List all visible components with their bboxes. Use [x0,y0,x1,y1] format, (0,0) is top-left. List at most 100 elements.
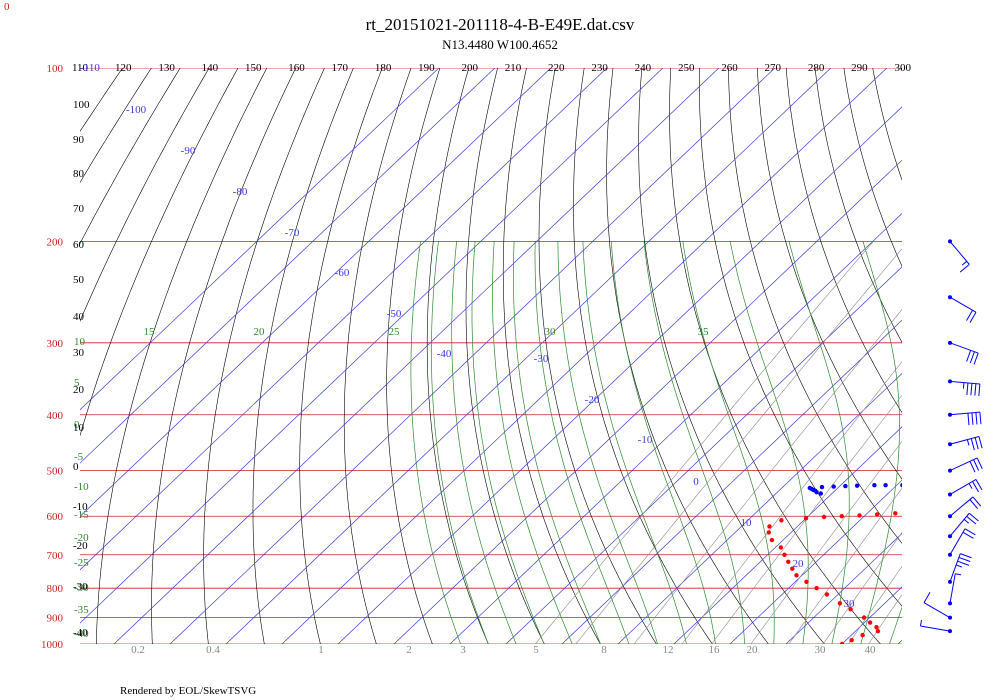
wind-barb-staff [920,625,951,632]
dry-adiabat-left-label: -10 [73,501,88,513]
pressure-tick-label: 100 [47,63,64,75]
isotherm-line [617,373,902,644]
temperature-point [875,629,881,634]
wind-barb-flag [962,531,974,539]
dry-adiabat-line [872,68,902,181]
moist-adiabat-line [729,241,809,644]
temperature-point [987,501,991,505]
pressure-tick-label: 600 [47,511,64,523]
wind-barb [948,479,983,497]
theta-tick-label: 240 [635,62,652,74]
dry-adiabat-left-label: 40 [73,311,85,323]
mixing-ratio-line [848,566,902,644]
moist-adiabat-label: 15 [144,326,156,338]
mixing-ratio-line [788,487,902,644]
wind-barb-half-flag [919,619,922,627]
temperature-point [861,615,867,620]
dry-adiabat-line [573,68,713,644]
theta-tick-label: 190 [418,62,435,74]
corner-label: 0 [4,1,10,13]
theta-tick-label: 130 [158,62,175,74]
wind-barb [948,411,982,426]
theta-tick-label: 140 [202,62,219,74]
moist-adiabat-line [610,241,716,644]
mixing-ratio-label: 12 [663,644,674,656]
dry-adiabat-line [96,68,268,644]
dry-adiabat-line [911,0,1000,656]
isotherm-line [505,266,902,644]
dry-adiabat-left-label: 80 [73,168,85,180]
dry-adiabat-line [814,68,902,343]
temperature-point [911,510,915,514]
wind-barb-half-flag [961,260,968,266]
isotherm-line [897,639,902,644]
wind-barb-flag [966,309,973,321]
dewpoint-point [819,484,825,490]
moist-adiabat-line [788,241,850,644]
wind-barb-flag [967,413,970,426]
wind-barb [948,528,976,557]
moist-adiabat-left-label: -30 [74,582,89,594]
dry-adiabat-line [538,68,657,644]
temperature-point [981,0,985,4]
wind-barb [948,512,979,539]
isotherm-line [449,213,902,644]
wind-barb-flag [966,350,972,362]
wind-barb-flag [974,437,979,450]
isotherm-line [80,68,664,624]
wind-barb-flag [969,499,979,510]
moist-adiabat-label: 20 [254,326,266,338]
isotherm-tick-label: -60 [335,267,350,279]
theta-tick-label: 210 [505,62,522,74]
isotherm-line [225,68,832,644]
isotherm-line [561,319,902,644]
theta-tick-label: 230 [591,62,608,74]
dry-adiabat-line [785,68,902,414]
dry-adiabat-line [80,68,210,322]
moist-adiabat-line [451,241,517,644]
wind-barb-staff [949,380,980,385]
dry-adiabat-line [728,68,902,544]
wind-barb [919,619,952,634]
theta-tick-label: 220 [548,62,565,74]
mixing-ratio-label: 0.4 [206,644,220,656]
isotherm-tick-label: -40 [437,348,452,360]
mixing-ratio-label: 20 [747,644,759,656]
dry-adiabat-left-label: 50 [73,274,85,286]
wind-barb-staff [949,342,979,354]
isotherm-line [80,68,496,464]
mixing-ratio-label: 0.2 [131,644,145,656]
dry-adiabat-line [961,0,1000,656]
chart-subtitle: N13.4480 W100.4652 [442,37,558,52]
isotherm-tick-label: 10 [741,517,753,529]
dewpoint-point [843,483,848,489]
wind-barb-flag [973,459,980,471]
mixing-ratio-line [575,248,902,644]
dry-adiabat-line [343,68,412,644]
moist-adiabat-line [860,241,900,644]
dry-adiabat-line [638,68,825,644]
temperature-point [814,586,819,591]
dry-adiabat-line [151,68,297,644]
wind-barb-staff [949,411,980,416]
mixing-ratio-line [681,361,902,644]
isotherm-tick-label: -110 [80,62,100,74]
temperature-point [857,513,862,518]
wind-barb-half-flag [955,564,962,568]
moist-adiabat-left-label: -10 [74,481,89,493]
dewpoint-point [987,486,991,490]
wind-barb-staff [949,528,966,556]
dry-adiabat-left-label: -40 [73,627,88,639]
moist-adiabat-line [582,241,687,644]
wind-barb-staff [949,496,974,517]
pressure-tick-label: 800 [47,583,64,595]
wind-barb-half-flag [962,382,965,389]
wind-barb-half-flag [968,483,973,489]
isotherm-line [80,68,440,411]
wind-barb-flag [970,383,973,396]
wind-barb [948,340,979,365]
mixing-ratio-line [633,308,902,644]
wind-barb-flag [957,560,969,566]
moist-adiabat-line [682,241,775,644]
temperature-point [874,512,880,517]
